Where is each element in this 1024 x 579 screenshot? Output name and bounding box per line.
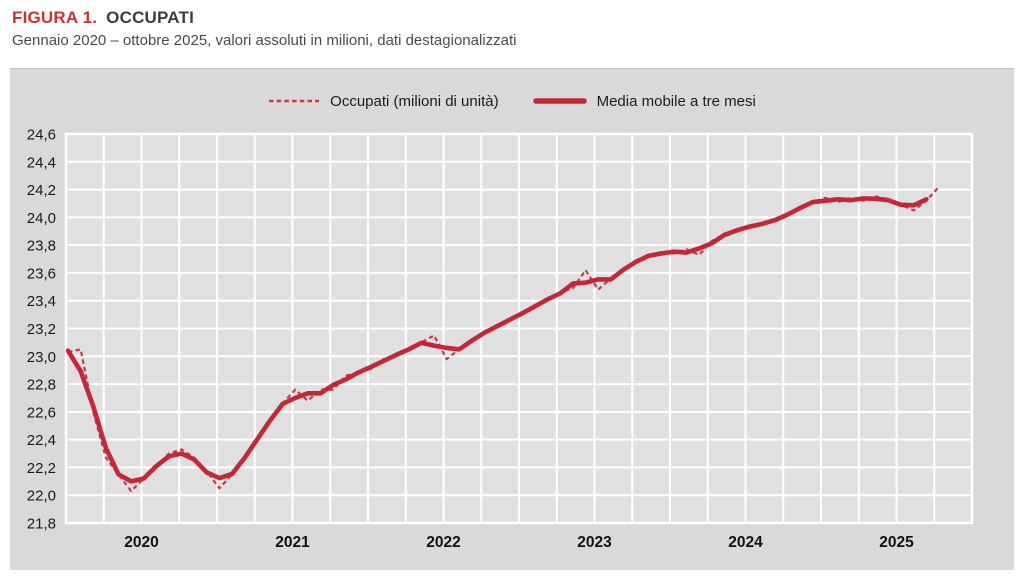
y-axis-tick-label: 24,2 [27,182,56,199]
y-axis-tick-label: 23,8 [27,238,56,255]
y-axis-tick-label: 23,0 [27,349,56,366]
x-axis-year-label: 2022 [426,534,460,551]
dashed-line-icon [269,99,320,103]
figure-title-text: OCCUPATI [106,8,195,27]
chart-legend: Occupati (milioni di unità) Media mobile… [10,87,1014,115]
x-axis-year-label: 2023 [577,534,612,551]
y-axis-tick-label: 22,2 [27,460,56,477]
plot-frame [64,132,974,525]
legend-item-occupati: Occupati (milioni di unità) [268,92,499,110]
y-axis-tick-label: 24,0 [27,210,56,227]
x-axis-year-label: 2020 [124,534,158,551]
employment-chart: 24,6 24,4 24,2 24,0 23,8 23,6 23,4 23,2 23,0 22,8… [27,127,974,551]
x-axis-year-label: 2025 [879,534,914,551]
x-axis-year-label: 2021 [275,534,310,551]
y-axis-tick-label: 23,2 [27,321,56,338]
chart-panel: Occupati (milioni di unità) Media mobile… [10,68,1014,570]
y-axis-tick-label: 22,4 [27,432,56,449]
y-axis-tick-label: 23,6 [27,265,56,282]
figure-header: FIGURA 1. OCCUPATI Gennaio 2020 – ottobr… [12,8,1012,49]
legend-label-media-mobile: Media mobile a tre mesi [596,92,756,110]
y-axis-tick-label: 22,6 [27,404,56,421]
y-axis-tick-label: 24,6 [27,127,56,144]
x-axis-year-label: 2024 [728,534,763,551]
legend-item-media-mobile: Media mobile a tre mesi [532,92,756,110]
figure-title: FIGURA 1. OCCUPATI [12,8,1012,28]
y-axis-tick-label: 24,4 [27,154,56,171]
y-axis-tick-label: 21,8 [27,516,56,533]
y-axis-tick-label: 23,4 [27,293,56,310]
solid-line-icon [532,98,587,104]
y-axis-tick-label: 22,0 [27,488,56,505]
figure-subtitle: Gennaio 2020 – ottobre 2025, valori asso… [12,32,517,49]
y-axis-tick-label: 22,8 [27,377,56,394]
figure-number-label: FIGURA 1. [12,8,98,27]
legend-label-occupati: Occupati (milioni di unità) [330,92,499,110]
moving-average-line [65,196,929,484]
